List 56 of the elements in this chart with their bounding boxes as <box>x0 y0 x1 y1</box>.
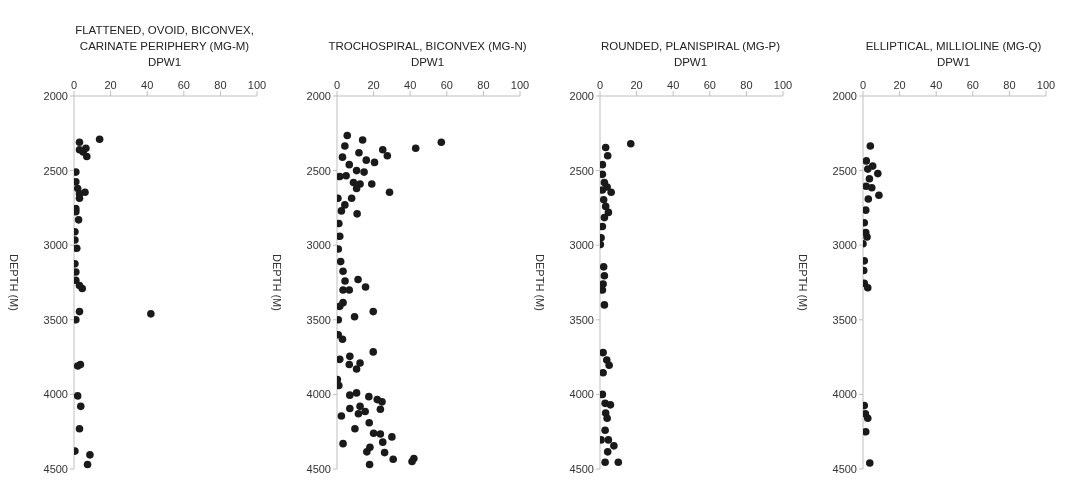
y-tick-label: 4500 <box>832 462 857 475</box>
y-axis-title: DEPTH (M) <box>534 254 547 311</box>
y-tick-label: 4500 <box>43 462 68 475</box>
y-axis-title: DEPTH (M) <box>797 254 810 311</box>
y-tick-label: 3000 <box>43 239 68 252</box>
y-tick-label: 4000 <box>306 388 331 401</box>
y-tick-label: 4000 <box>832 388 857 401</box>
y-tick-label: 2000 <box>306 89 331 102</box>
x-tick-label: 20 <box>367 79 380 91</box>
x-tick-label: 80 <box>1003 79 1016 91</box>
x-tick-label: 60 <box>177 79 190 91</box>
y-tick-label: 2500 <box>43 164 68 177</box>
x-tick-label: 40 <box>930 79 943 91</box>
y-tick-label: 3000 <box>832 239 857 252</box>
x-tick-label: 100 <box>247 79 267 91</box>
x-tick-label: 100 <box>1036 79 1056 91</box>
x-tick-label: 20 <box>893 79 906 91</box>
x-tick-label: 100 <box>773 79 793 91</box>
y-tick-label: 2500 <box>306 164 331 177</box>
x-tick-label: 60 <box>966 79 979 91</box>
y-tick-label: 3500 <box>306 313 331 326</box>
x-tick-label: 0 <box>333 79 341 91</box>
y-tick-label: 3500 <box>43 313 68 326</box>
x-tick-label: 20 <box>630 79 643 91</box>
x-tick-label: 40 <box>141 79 154 91</box>
x-tick-label: 80 <box>214 79 227 91</box>
y-axis-title: DEPTH (M) <box>8 254 21 311</box>
y-tick-label: 4000 <box>569 388 594 401</box>
y-tick-label: 3500 <box>569 313 594 326</box>
y-tick-label: 4500 <box>569 462 594 475</box>
x-tick-label: 80 <box>477 79 490 91</box>
x-tick-label: 20 <box>104 79 117 91</box>
y-tick-label: 3000 <box>306 239 331 252</box>
y-axis-title: DEPTH (M) <box>271 254 284 311</box>
y-tick-label: 3000 <box>569 239 594 252</box>
x-tick-label: 40 <box>667 79 680 91</box>
x-tick-label: 40 <box>404 79 417 91</box>
y-tick-label: 2000 <box>832 89 857 102</box>
x-tick-label: 0 <box>596 79 604 91</box>
chart-title: TROCHOSPIRAL, BICONVEX (MG-N) DPW1 <box>327 39 528 70</box>
y-tick-label: 2000 <box>43 89 68 102</box>
x-tick-label: 0 <box>70 79 78 91</box>
x-tick-label: 60 <box>703 79 716 91</box>
y-tick-label: 3500 <box>832 313 857 326</box>
chart-title: FLATTENED, OVOID, BICONVEX, CARINATE PERIPHERY (MG-M) DPW1 <box>74 23 255 70</box>
y-tick-label: 2500 <box>569 164 594 177</box>
chart-title: ELLIPTICAL, MILLIOLINE (MG-Q) DPW1 <box>864 39 1043 70</box>
y-tick-label: 4500 <box>306 462 331 475</box>
chart-title: ROUNDED, PLANISPIRAL (MG-P) DPW1 <box>599 39 782 70</box>
y-tick-label: 2000 <box>569 89 594 102</box>
x-tick-label: 100 <box>510 79 530 91</box>
x-tick-label: 80 <box>740 79 753 91</box>
y-tick-label: 2500 <box>832 164 857 177</box>
x-tick-label: 0 <box>859 79 867 91</box>
y-tick-label: 4000 <box>43 388 68 401</box>
x-tick-label: 60 <box>440 79 453 91</box>
